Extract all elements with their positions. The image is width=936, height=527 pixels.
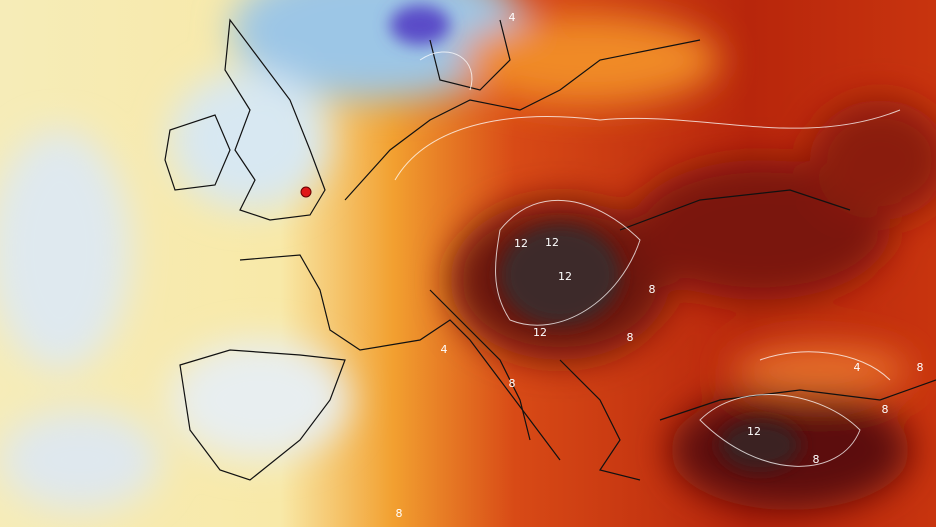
contour-label: 4	[441, 343, 448, 356]
contour-label: 8	[509, 377, 516, 390]
contour-label: 12	[533, 326, 547, 339]
contour-label: 8	[627, 331, 634, 344]
contour-label: 8	[917, 361, 924, 374]
contour-label: 8	[396, 507, 403, 520]
isolines	[394, 51, 901, 467]
anomaly-blobs	[0, 0, 936, 510]
contour-label: 12	[545, 236, 559, 249]
city-marker	[300, 186, 312, 198]
contour-label: 12	[558, 270, 572, 283]
coastlines	[164, 18, 936, 481]
contour-label: 4	[854, 361, 861, 374]
contour-label: 8	[813, 453, 820, 466]
contour-label: 12	[514, 237, 528, 250]
contour-label: 8	[649, 283, 656, 296]
contour-labels: 4 12 12 12 12 8 8 8 4 12 8 8 8 4 8	[396, 11, 924, 520]
contour-label: 8	[882, 403, 889, 416]
contour-label: 12	[747, 425, 761, 438]
contour-label: 4	[509, 11, 516, 24]
